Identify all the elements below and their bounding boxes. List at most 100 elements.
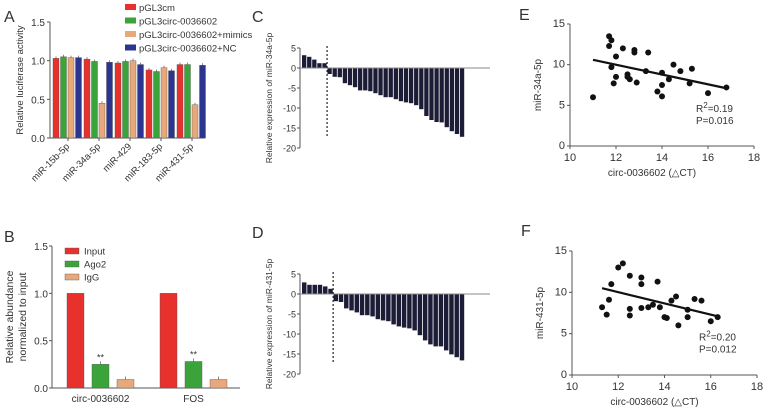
y-tick-label: 1.0 xyxy=(31,57,45,68)
bar xyxy=(412,294,417,331)
bar xyxy=(337,68,342,78)
r-squared-label: R2=0.19 xyxy=(696,101,733,115)
data-point xyxy=(619,45,626,52)
data-point xyxy=(615,264,622,271)
bar xyxy=(454,68,460,134)
bar xyxy=(408,68,414,104)
data-point xyxy=(608,281,615,288)
bar xyxy=(383,68,388,98)
panel-label: F xyxy=(521,223,531,240)
bar xyxy=(443,294,449,351)
bar xyxy=(428,294,433,345)
y-tick-label: -5 xyxy=(288,84,296,94)
y-axis-label: miR-34a-5p xyxy=(533,58,544,111)
data-point xyxy=(645,304,652,311)
data-point xyxy=(613,73,619,80)
bar xyxy=(302,282,307,294)
bar xyxy=(439,68,444,123)
bar xyxy=(344,294,349,309)
bar-pGL3circ-0036602+NC xyxy=(75,57,82,139)
y-axis-label: normalized to input xyxy=(17,273,29,362)
bar xyxy=(368,68,373,92)
y-tick-label: 0 xyxy=(559,140,565,152)
r-squared-r2_value: =0.19 xyxy=(708,104,734,115)
bar xyxy=(307,56,312,68)
data-point xyxy=(606,296,612,303)
category-label: circ-0036602 xyxy=(72,394,130,405)
bar xyxy=(322,63,327,68)
bar xyxy=(391,294,396,325)
data-point xyxy=(613,53,619,60)
r-squared-r2_sup: 2 xyxy=(703,101,708,110)
y-axis-label: Relative abundance xyxy=(4,270,16,363)
p-value-label: P=0.016 xyxy=(696,116,734,127)
data-point xyxy=(705,90,711,97)
data-point xyxy=(654,278,661,285)
y-tick-label: 15 xyxy=(553,18,565,30)
data-point xyxy=(675,322,682,329)
y-axis-label: miR-431-5p xyxy=(535,286,546,339)
regression-line xyxy=(592,58,727,90)
r-squared-r2_sup: 2 xyxy=(706,329,711,338)
bar-pGL3circ-0036602+mimics xyxy=(67,57,75,139)
bar-pGL3cm xyxy=(83,58,91,139)
x-tick-label: 18 xyxy=(748,152,760,164)
bar xyxy=(393,68,398,100)
data-point xyxy=(677,68,684,75)
y-tick-label: 5 xyxy=(561,328,567,340)
r-squared-r2_prefix: R xyxy=(696,104,703,115)
data-point xyxy=(649,301,656,308)
data-point xyxy=(599,304,606,311)
bar xyxy=(449,294,454,355)
x-tick-label: 18 xyxy=(751,381,763,393)
x-tick-label: 12 xyxy=(612,381,624,393)
y-tick-label: 0.0 xyxy=(31,134,45,145)
legend-swatch xyxy=(64,273,80,281)
x-tick-label: 14 xyxy=(656,152,668,164)
bar xyxy=(401,294,407,328)
data-point xyxy=(665,76,672,83)
data-point xyxy=(626,305,633,312)
data-point xyxy=(603,311,610,318)
bar-pGL3cm xyxy=(176,64,184,139)
y-tick-label: 15 xyxy=(555,245,567,257)
bar xyxy=(342,68,348,84)
y-tick-label: -20 xyxy=(283,144,296,154)
legend-label: pGL3circ-0036602+mimics xyxy=(139,30,253,41)
y-tick-label: 0.5 xyxy=(31,95,45,106)
x-tick-label: 10 xyxy=(564,152,576,164)
y-tick-label: -20 xyxy=(283,370,296,380)
bar xyxy=(358,68,363,91)
bar-pGL3circ-0036602+mimics xyxy=(160,67,168,139)
y-axis-label: Relative luciferase activity xyxy=(15,25,26,135)
y-tick-label: -15 xyxy=(283,124,296,134)
bar xyxy=(338,294,344,302)
data-point xyxy=(608,37,615,44)
data-point xyxy=(590,94,596,101)
data-point xyxy=(619,260,626,267)
panel-label: C xyxy=(252,9,264,26)
x-tick-label: 14 xyxy=(658,381,670,393)
x-tick-label: 10 xyxy=(566,381,578,393)
bar-pGL3cm xyxy=(114,62,122,139)
bar xyxy=(347,68,353,86)
y-tick-label: -10 xyxy=(283,330,296,340)
data-point xyxy=(663,314,670,321)
bar xyxy=(386,294,391,322)
bar xyxy=(433,294,438,347)
y-tick-label: 0.5 xyxy=(34,337,48,348)
y-tick-label: -10 xyxy=(283,104,296,114)
bar-pGL3circ-0036602 xyxy=(60,56,67,139)
bar xyxy=(332,68,337,77)
bar-pGL3circ-0036602+mimics xyxy=(129,60,137,139)
data-point xyxy=(626,76,633,83)
bar xyxy=(434,68,439,122)
legend-label: pGL3cm xyxy=(139,3,175,14)
bar xyxy=(354,294,360,313)
y-tick-label: 0.0 xyxy=(34,384,48,395)
legend-label: Input xyxy=(84,247,105,258)
bar xyxy=(444,68,449,128)
data-point xyxy=(645,49,652,56)
bar-pGL3circ-0036602+NC xyxy=(199,65,206,139)
bar xyxy=(454,294,459,358)
